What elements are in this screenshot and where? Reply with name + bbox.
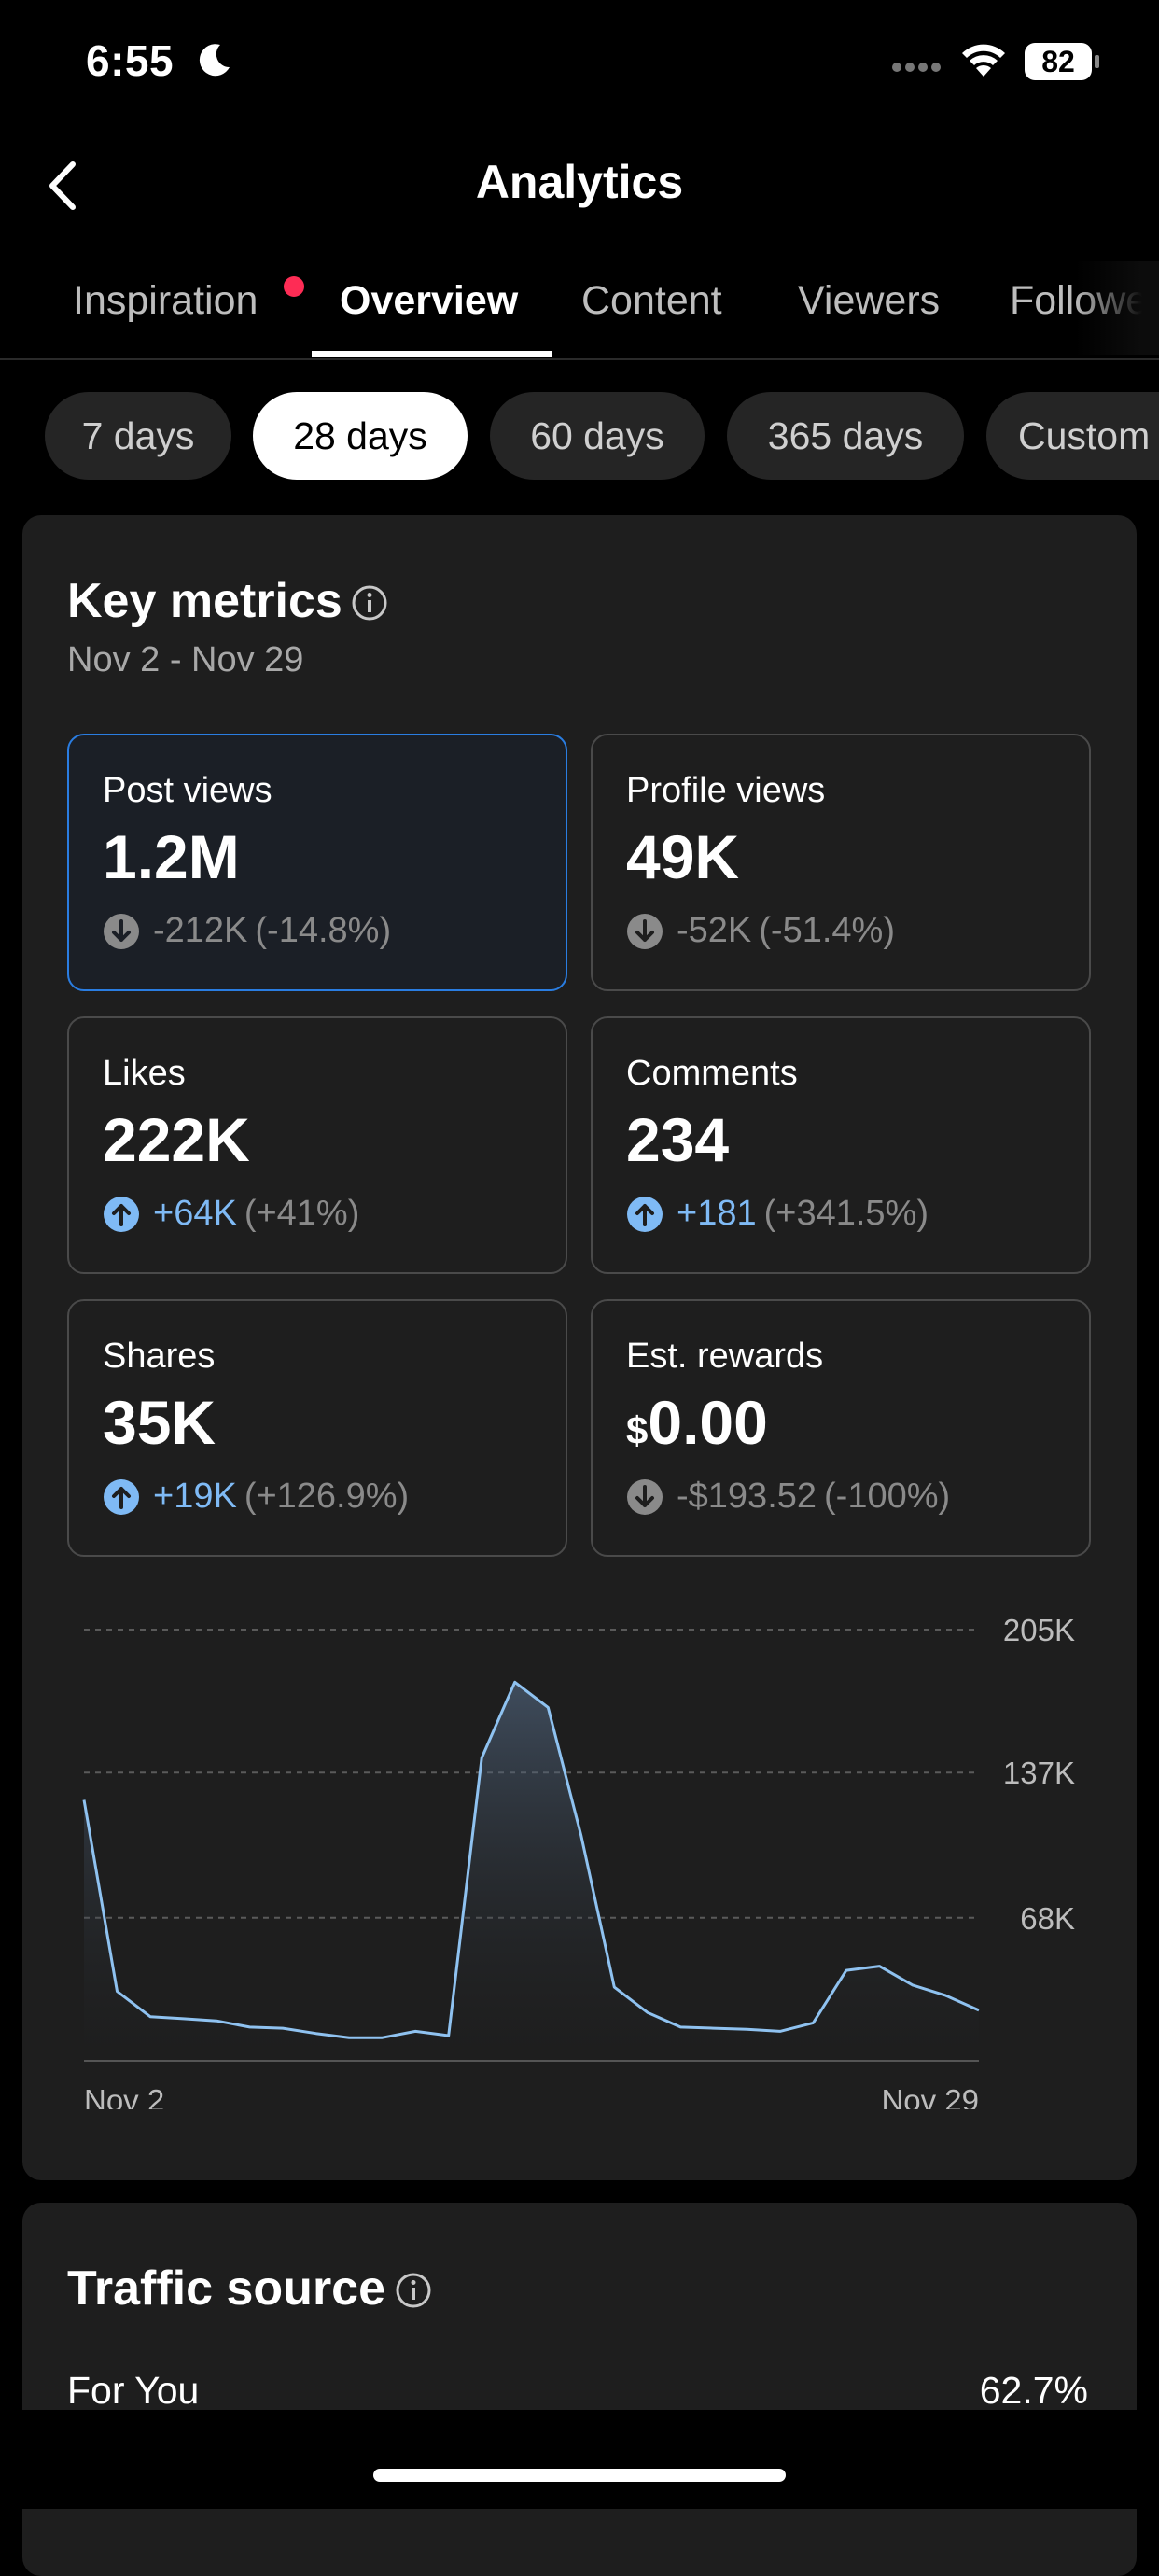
x-tick-label: Nov 2 [84,2083,164,2109]
metric-change: +64K (+41%) [103,1194,359,1234]
range-custom[interactable]: Custom [986,392,1159,480]
range-60-days[interactable]: 60 days [490,392,705,480]
range-365-days[interactable]: 365 days [727,392,964,480]
metric-change: +19K (+126.9%) [103,1477,409,1517]
metric-change-pct: (-51.4%) [759,911,895,950]
y-tick-label: 205K [1003,1613,1075,1647]
signal-icon [892,63,941,72]
moon-icon [199,44,230,77]
metric-change-pct: (+41%) [244,1194,360,1233]
metric-comments[interactable]: Comments 234 +181 (+341.5%) [591,1016,1091,1274]
metric-change-pct: (+126.9%) [244,1477,410,1516]
back-button[interactable] [43,159,84,213]
analytics-tabs: Inspiration Overview Content Viewers Fol… [0,261,1159,360]
metric-change-value: +19K [153,1477,237,1516]
metric-post-views[interactable]: Post views 1.2M -212K (-14.8%) [67,734,567,991]
metric-profile-views[interactable]: Profile views 49K -52K (-51.4%) [591,734,1091,991]
traffic-source-value: 62.7% [979,2369,1088,2412]
metric-change: -$193.52 (-100%) [626,1477,950,1517]
key-metrics-date-range: Nov 2 - Nov 29 [67,640,304,679]
metric-change: -52K (-51.4%) [626,911,895,951]
metric-change-value: -52K [677,911,752,950]
y-tick-label: 68K [1020,1901,1075,1936]
metric-value: $0.00 [626,1387,768,1458]
chevron-left-icon [49,161,76,210]
tabs-fade [1075,261,1159,355]
y-tick-label: 137K [1003,1756,1075,1790]
arrow-up-circle-icon [104,1478,139,1515]
metric-likes[interactable]: Likes 222K +64K (+41%) [67,1016,567,1274]
chart-series-line [82,1680,980,2039]
range-28-days[interactable]: 28 days [253,392,468,480]
info-icon[interactable] [351,584,388,622]
metric-value: 1.2M [103,822,240,891]
arrow-down-circle-icon [104,913,139,949]
x-tick-label: Nov 29 [881,2083,979,2109]
range-7-days[interactable]: 7 days [45,392,231,480]
metric-value: 222K [103,1105,250,1174]
metric-est-rewards[interactable]: Est. rewards $0.00 -$193.52 (-100%) [591,1299,1091,1557]
chart-area [84,1682,979,2061]
tab-content[interactable]: Content [581,278,722,323]
arrow-down-circle-icon [627,913,663,949]
traffic-source-title: Traffic source [67,2261,386,2316]
battery-level: 82 [1041,45,1075,78]
tab-viewers[interactable]: Viewers [798,278,941,323]
metric-value: 35K [103,1388,216,1457]
date-range-chips: 7 days 28 days 60 days 365 days Custom [0,392,1159,482]
tab-overview[interactable]: Overview [340,278,519,323]
metric-label: Est. rewards [626,1337,824,1376]
wifi-icon [962,44,1005,77]
bottom-safe-area [0,2410,1159,2509]
metric-change-value: -$193.52 [677,1477,817,1516]
home-indicator[interactable] [373,2469,786,2482]
metric-value: 49K [626,822,740,891]
metric-change-pct: (-100%) [824,1477,951,1516]
metric-change-value: -212K [153,911,248,950]
notification-dot [284,276,304,297]
post-views-chart: 68K 137K 205K Nov 2 Nov 29 [82,1613,1075,2109]
tab-inspiration[interactable]: Inspiration [73,278,258,323]
metric-label: Shares [103,1337,216,1376]
metric-value-number: 0.00 [648,1388,768,1457]
status-time: 6:55 [86,36,175,85]
metric-value: 234 [626,1105,730,1174]
metric-change-value: +64K [153,1194,237,1233]
currency-symbol: $ [626,1408,649,1452]
arrow-up-circle-icon [627,1196,663,1232]
battery-icon: 82 [1024,42,1100,81]
metric-label: Comments [626,1054,798,1093]
metric-label: Profile views [626,771,826,810]
metric-change-pct: (-14.8%) [255,911,392,950]
traffic-source-label: For You [67,2369,200,2412]
info-icon[interactable] [395,2272,432,2309]
arrow-down-circle-icon [627,1478,663,1515]
metric-change: +181 (+341.5%) [626,1194,929,1234]
metric-change-pct: (+341.5%) [763,1194,929,1233]
active-tab-indicator [312,351,552,357]
metric-label: Likes [103,1054,186,1093]
key-metrics-title: Key metrics [67,574,342,628]
metric-label: Post views [103,771,272,810]
arrow-up-circle-icon [104,1196,139,1232]
metric-change-value: +181 [677,1194,757,1233]
page-title: Analytics [475,156,684,208]
metric-change: -212K (-14.8%) [103,911,391,951]
metric-shares[interactable]: Shares 35K +19K (+126.9%) [67,1299,567,1557]
